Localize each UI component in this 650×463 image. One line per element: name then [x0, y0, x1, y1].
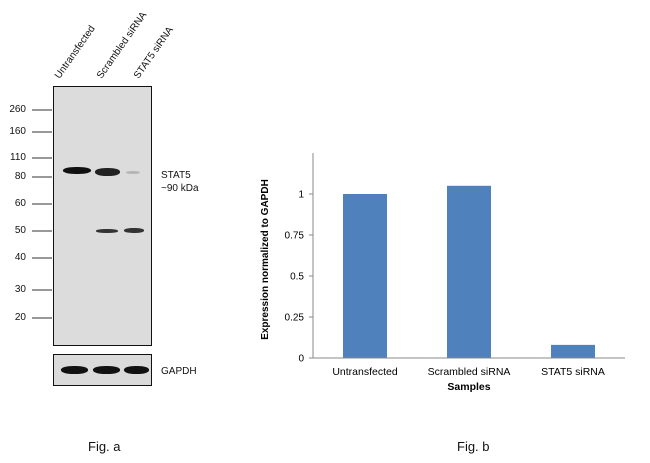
mw-marker-110: 110 [10, 152, 26, 163]
bar-stat5-sirna [551, 344, 595, 358]
mw-marker-80: 80 [14, 171, 26, 182]
band-stat5-untransfected [63, 167, 91, 174]
expression-bar-chart: 0 0.25 0.5 0.75 1 Untransfected Scrambled siR… [260, 153, 625, 393]
y-tick-label: 0 [298, 354, 304, 365]
band-stat5-scrambled [95, 168, 120, 176]
mw-marker-ticks [32, 109, 52, 319]
gapdh-label: GAPDH [161, 366, 197, 377]
band-stat5-sirna [126, 171, 140, 174]
y-tick-label: 1 [298, 190, 304, 201]
lane-label-untransfected: Untransfected [52, 23, 98, 81]
band-50kda-scrambled [96, 229, 118, 233]
y-tick-label: 0.5 [290, 272, 304, 283]
mw-marker-50: 50 [14, 225, 26, 236]
x-tick-label: Scrambled siRNA [428, 366, 511, 378]
band-50kda-stat5-sirna [124, 228, 144, 233]
bar-untransfected [343, 194, 387, 358]
stat5-blot-panel [53, 86, 152, 346]
x-tick-label: Untransfected [332, 366, 398, 378]
mw-marker-60: 60 [14, 198, 26, 209]
band-gapdh-scrambled [93, 366, 120, 374]
mw-marker-40: 40 [14, 252, 26, 263]
y-axis-title: Expression normalized to GAPDH [260, 179, 271, 340]
y-tick-label: 0.25 [285, 313, 305, 324]
target-label-stat5: STAT5 [161, 170, 191, 181]
mw-marker-160: 160 [9, 126, 26, 137]
figure-a-caption: Fig. a [88, 439, 121, 454]
x-tick-label: STAT5 siRNA [541, 366, 605, 378]
y-tick-label: 0.75 [285, 231, 305, 242]
mw-marker-30: 30 [14, 284, 26, 295]
band-gapdh-untransfected [61, 366, 88, 374]
gapdh-blot-panel [53, 354, 152, 386]
bar-scrambled-sirna [447, 185, 491, 358]
mw-marker-260: 260 [9, 104, 26, 115]
target-label-size: ~90 kDa [161, 183, 199, 194]
mw-marker-20: 20 [14, 312, 26, 323]
band-gapdh-stat5-sirna [124, 366, 149, 374]
x-axis-title: Samples [447, 381, 490, 393]
lane-label-stat5-sirna: STAT5 siRNA [131, 24, 176, 82]
figure-b-caption: Fig. b [457, 439, 490, 454]
